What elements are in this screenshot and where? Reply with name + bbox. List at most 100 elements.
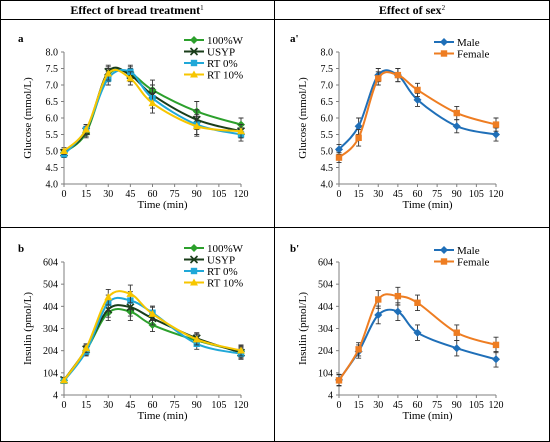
x-tick-label: 90 [192, 400, 202, 411]
y-tick-label: 4.0 [46, 180, 59, 191]
x-tick-label: 120 [234, 400, 249, 411]
header-left: Effect of bread treatment1 [70, 3, 204, 17]
data-point [60, 376, 68, 384]
x-axis-label: Time (min) [402, 199, 452, 211]
legend-label: Male [457, 245, 480, 257]
data-point [452, 122, 461, 131]
series-male [335, 68, 500, 155]
header-left-text: Effect of bread treatment [70, 3, 200, 17]
data-point [148, 309, 157, 317]
data-point [374, 310, 383, 319]
x-tick-label: 45 [393, 400, 403, 411]
data-point [82, 125, 91, 133]
header-right-text: Effect of sex [379, 3, 442, 17]
y-tick-label: 604 [318, 258, 333, 269]
series-female [335, 68, 500, 163]
x-tick-label: 45 [125, 189, 135, 200]
legend-marker [190, 36, 198, 44]
panel-b-prime: b' 4 104 204 304 404 504 604 0 15 30 45 60 75 90 105 120… [290, 243, 504, 422]
data-point [394, 292, 402, 300]
y-tick-label: 5.0 [46, 147, 59, 158]
data-point [192, 122, 201, 130]
y-tick-label: 7.5 [321, 64, 334, 75]
x-tick-label: 60 [413, 189, 423, 200]
data-point [237, 346, 245, 354]
data-point [104, 293, 113, 301]
series-line [63, 290, 242, 381]
data-point [355, 134, 362, 141]
y-tick-label: 404 [318, 302, 333, 313]
y-tick-label: 6.5 [321, 97, 334, 108]
x-tick-label: 0 [337, 189, 342, 200]
y-tick-label: 104 [43, 368, 58, 379]
series-rt-0pct [60, 291, 245, 385]
legend-marker [189, 255, 199, 264]
data-point [375, 75, 382, 82]
y-tick-label: 7.5 [46, 64, 59, 75]
legend-label: RT 0% [207, 266, 238, 278]
y-axis-label: Glucose (mmol/L) [297, 77, 309, 159]
data-point [335, 154, 343, 161]
data-point [492, 341, 500, 349]
y-tick-label: 8.0 [321, 48, 334, 59]
legend-marker [190, 70, 198, 78]
panel-label: b [18, 243, 24, 255]
x-axis-label: Time (min) [137, 410, 187, 422]
y-tick-label: 4.0 [321, 180, 334, 191]
y-tick-label: 504 [43, 280, 58, 291]
x-tick-label: 120 [234, 189, 249, 200]
panel-a: a 4.0 4.5 5.0 5.5 6.0 6.5 7.0 7.5 8.0 0 15 30 45 60 75 9… [18, 33, 249, 211]
data-point [492, 355, 500, 364]
y-tick-label: 404 [43, 302, 58, 313]
x-tick-label: 105 [469, 189, 484, 200]
y-tick-label: 104 [318, 368, 333, 379]
data-point [414, 299, 421, 306]
data-point [394, 71, 402, 79]
header-right: Effect of sex2 [379, 3, 446, 17]
x-tick-label: 30 [103, 400, 113, 411]
data-point [452, 344, 461, 353]
legend-label: Female [457, 48, 489, 60]
x-tick-label: 45 [393, 189, 403, 200]
data-point [60, 147, 68, 154]
data-point [148, 99, 157, 107]
legend-label: 100%W [207, 35, 244, 47]
x-tick-label: 105 [211, 400, 226, 411]
legend-label: USYP [207, 254, 235, 266]
panel-label: a [18, 33, 24, 45]
x-tick-label: 15 [81, 400, 91, 411]
y-tick-label: 504 [318, 280, 333, 291]
legend-marker [190, 244, 198, 252]
x-tick-label: 105 [211, 189, 226, 200]
x-tick-label: 90 [452, 400, 462, 411]
x-tick-label: 0 [62, 400, 67, 411]
y-tick-label: 6.5 [46, 97, 59, 108]
series-line [338, 69, 497, 151]
data-point [492, 121, 500, 128]
series-rt-10pct [60, 66, 245, 155]
data-point [453, 109, 460, 117]
y-tick-label: 4 [53, 391, 58, 402]
y-tick-label: 7.0 [46, 81, 59, 92]
x-tick-label: 60 [148, 189, 158, 200]
data-point [192, 335, 201, 343]
y-tick-label: 304 [318, 324, 333, 335]
y-tick-label: 4.5 [321, 163, 334, 174]
legend-label: RT 0% [207, 58, 238, 70]
data-point [354, 122, 363, 131]
x-tick-label: 60 [413, 400, 423, 411]
data-point [335, 145, 343, 154]
y-tick-label: 5.5 [46, 130, 59, 141]
x-axis-label: Time (min) [402, 410, 452, 422]
data-point [414, 86, 421, 94]
x-axis-label: Time (min) [137, 199, 187, 211]
series-line [338, 308, 497, 381]
header-right-sup: 2 [442, 4, 446, 12]
x-tick-label: 60 [148, 400, 158, 411]
data-point [453, 329, 460, 336]
data-point [104, 69, 113, 77]
x-tick-label: 75 [432, 400, 442, 411]
